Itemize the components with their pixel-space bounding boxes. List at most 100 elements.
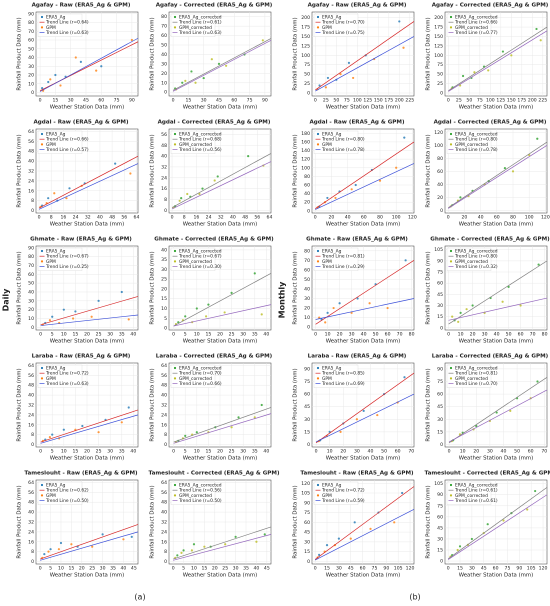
y-tick-label: 0 <box>164 326 167 332</box>
x-tick-label: 50 <box>506 332 512 338</box>
x-tick-label: 30 <box>107 332 113 338</box>
x-tick-label: 175 <box>384 98 393 104</box>
y-tick-label: 175 <box>301 25 310 31</box>
legend-label: Trend Line (r=0.56) <box>178 147 222 153</box>
y-tick-label: 90 <box>304 500 310 506</box>
x-tick-label: 16 <box>60 215 66 221</box>
data-point <box>459 311 462 315</box>
y-tick-label: 24 <box>28 178 34 184</box>
y-tick-label: 30 <box>304 417 310 423</box>
y-tick-label: 90 <box>437 492 443 498</box>
y-tick-label: 48 <box>161 500 167 506</box>
data-point <box>177 321 180 324</box>
x-tick-label: 90 <box>262 98 268 104</box>
legend-box <box>170 13 216 37</box>
legend-label: Trend Line (r=0.50) <box>178 498 222 504</box>
data-point <box>356 297 359 300</box>
x-tick-label: 40 <box>478 215 484 221</box>
subplot-title: Tameslouht - Raw (ERA5_Ag & GPM) <box>300 471 414 477</box>
x-tick-label: 5 <box>182 566 185 572</box>
data-point <box>536 137 539 140</box>
data-point <box>255 540 258 543</box>
y-tick-label: 0 <box>31 325 34 331</box>
legend-box <box>446 364 492 388</box>
y-tick-label: 56 <box>28 490 34 496</box>
x-tick-label: 35 <box>252 332 258 338</box>
legend-label: ERA5_Ag_corrected <box>455 366 498 372</box>
legend-label: Trend Line (r=0.57) <box>45 147 89 153</box>
y-tick-label: 30 <box>304 296 310 302</box>
y-tick-label: 175 <box>434 25 443 31</box>
subplot: Agafay - Raw (ERA5_Ag & GPM)025507510012… <box>293 3 415 111</box>
data-point <box>369 527 372 530</box>
y-tick-label: 30 <box>437 536 443 542</box>
x-tick-label: 80 <box>409 332 415 338</box>
data-point <box>349 537 352 540</box>
data-point <box>81 424 84 428</box>
data-point <box>507 285 510 288</box>
legend-label: Trend Line (r=0.67) <box>178 254 222 260</box>
legend-marker <box>449 143 453 146</box>
legend-box <box>446 13 492 37</box>
x-tick-label: 0 <box>38 215 41 221</box>
legend-marker <box>40 260 44 263</box>
data-point <box>403 136 406 139</box>
subplot-title: Agdal - Corrected (ERA5_Ag & GPM) <box>158 120 271 126</box>
subplot: Ghmate - Corrected (ERA5_Ag & GPM) 0 15 30 4… <box>426 237 550 345</box>
y-tick-label: 40 <box>161 247 167 253</box>
y-axis-label: Rainfall Product Data (mm) <box>150 485 156 558</box>
data-point <box>192 543 196 546</box>
legend-label: ERA5_Ag <box>322 249 342 255</box>
y-tick-label: 64 <box>161 363 167 369</box>
legend-label: ERA5_Ag_corrected <box>455 132 498 138</box>
legend-marker <box>449 260 453 263</box>
y-tick-label: 56 <box>161 373 167 379</box>
data-point <box>526 508 529 511</box>
y-tick-label: 120 <box>434 130 443 136</box>
x-tick-label: 50 <box>466 98 472 104</box>
y-tick-label: 30 <box>437 417 443 423</box>
data-point <box>74 56 77 59</box>
trend-line <box>40 409 139 443</box>
data-point <box>253 416 256 419</box>
y-tick-label: 60 <box>304 183 310 189</box>
subplot: Laraba - Corrected (ERA5_Ag & GPM) 0 15 30 4… <box>426 354 549 462</box>
x-tick-label: 15 <box>52 98 58 104</box>
y-axis-label: Rainfall Product Data (mm) <box>17 368 23 441</box>
data-point <box>334 196 337 200</box>
y-tick-label: 16 <box>161 422 167 428</box>
subplot-title: Ghmate - Corrected (ERA5_Ag & GPM) <box>154 237 274 243</box>
legend-box <box>446 130 492 154</box>
data-point <box>120 421 123 424</box>
x-tick-label: 60 <box>231 98 237 104</box>
data-point <box>318 84 321 87</box>
y-tick-label: 50 <box>304 72 310 78</box>
x-tick-label: 45 <box>131 566 137 572</box>
data-point <box>195 431 198 434</box>
x-tick-label: 15 <box>68 566 74 572</box>
x-tick-label: 0 <box>314 98 317 104</box>
data-point <box>129 172 132 175</box>
data-point <box>122 538 125 541</box>
subplot: Laraba - Corrected (ERA5_Ag & GPM) 0 8 16 24… <box>150 354 273 462</box>
y-axis-label: Rainfall Product Data (mm) <box>293 17 299 90</box>
x-tick-label: 25 <box>89 566 95 572</box>
legend-marker <box>316 26 320 29</box>
data-point <box>178 199 181 202</box>
subplot: Agafay - Raw (ERA5_Ag & GPM) 0 10 20 30 40 50 6… <box>17 3 139 111</box>
data-point <box>207 303 210 306</box>
y-tick-label: 0 <box>440 442 443 448</box>
y-tick-label: 30 <box>304 539 310 545</box>
trend-line <box>448 26 548 92</box>
x-tick-label: 40 <box>494 332 500 338</box>
data-point <box>97 299 100 302</box>
legend-label: GPM <box>322 142 332 148</box>
y-axis-label: Rainfall Product Data (mm) <box>293 485 299 558</box>
legend-label: Trend Line (r=0.61) <box>454 488 498 494</box>
data-point <box>97 431 100 434</box>
x-tick-label: 10 <box>61 332 67 338</box>
y-tick-label: 10 <box>28 316 34 322</box>
subplot: Agdal - Corrected (ERA5_Ag & GPM) 0 20 40 60… <box>426 120 550 228</box>
y-tick-label: 40 <box>28 159 34 165</box>
data-point <box>130 38 133 42</box>
